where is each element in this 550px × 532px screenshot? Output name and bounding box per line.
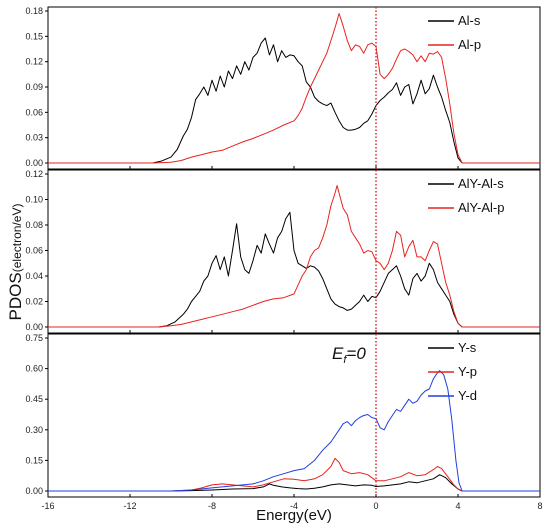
x-tick-label: -16 [41,501,54,511]
y-tick-label: 0.30 [25,425,43,435]
x-tick-label: 0 [373,501,378,511]
series-line-y-p [48,457,540,492]
y-tick-label: 0.00 [25,322,43,332]
y-axis-title-unit: (electron/eV) [10,204,24,273]
panel-frame [47,333,541,498]
panel-1: 0.00 0.03 0.06 0.09 0.12 0.15 0.18 Al-s Al-p [25,6,541,170]
y-tick-label: 0.06 [25,107,43,117]
series-line-aly-al-p [48,185,540,328]
legend-label: Y-p [458,364,477,379]
y-tick-label: 0.18 [25,6,43,16]
y-tick-label: 0.15 [25,31,43,41]
series-line-al-p [48,13,540,164]
y-tick-label: 0.75 [25,333,43,343]
y-tick-label: 0.12 [25,57,43,67]
series-line-aly-al-s [48,211,540,328]
panel-3: 0.00 0.15 0.30 0.45 0.60 0.75 -16 -12 -8 -4 0 4 8 Y-s… [25,333,542,511]
y-tick-label: 0.02 [25,297,43,307]
y-tick-label: 0.06 [25,246,43,256]
y-tick-label: 0.00 [25,486,43,496]
x-tick-label: 8 [537,501,542,511]
x-tick-label: -8 [208,501,216,511]
x-tick-label: -4 [290,501,298,511]
panel-2: 0.00 0.02 0.04 0.06 0.08 0.10 0.12 AlY-Al-s AlY-… [25,169,541,334]
x-tick-label: -12 [123,501,136,511]
y-tick-label: 0.10 [25,195,43,205]
y-tick-label: 0.15 [25,455,43,465]
legend-label: Al-s [458,13,481,28]
y-tick-label: 0.08 [25,220,43,230]
y-tick-label: 0.60 [25,364,43,374]
fermi-annotation-main: E [332,344,344,363]
y-tick-label: 0.00 [25,158,43,168]
y-tick-label: 0.03 [25,133,43,143]
legend-label: Y-d [458,388,477,403]
y-tick-label: 0.12 [25,169,43,179]
y-tick-label: 0.09 [25,82,43,92]
y-tick-label: 0.45 [25,394,43,404]
legend-label: Y-s [458,340,477,355]
series-line-al-s [48,37,540,164]
x-axis-title: Energy(eV) [256,507,332,524]
y-tick-label: 0.04 [25,271,43,281]
legend-label: AlY-Al-p [458,200,504,215]
legend-label: AlY-Al-s [458,176,504,191]
y-axis-title-main: PDOS [6,272,25,320]
legend-label: Al-p [458,37,481,52]
fermi-annotation-sub: f [343,354,347,366]
x-tick-label: 4 [455,501,460,511]
y-axis-title: PDOS(electron/eV) [6,204,25,321]
fermi-annotation: Ef=0 [332,344,366,366]
series-line-y-s [48,474,540,492]
panel-frame [47,6,541,170]
fermi-annotation-suffix: =0 [346,344,366,363]
